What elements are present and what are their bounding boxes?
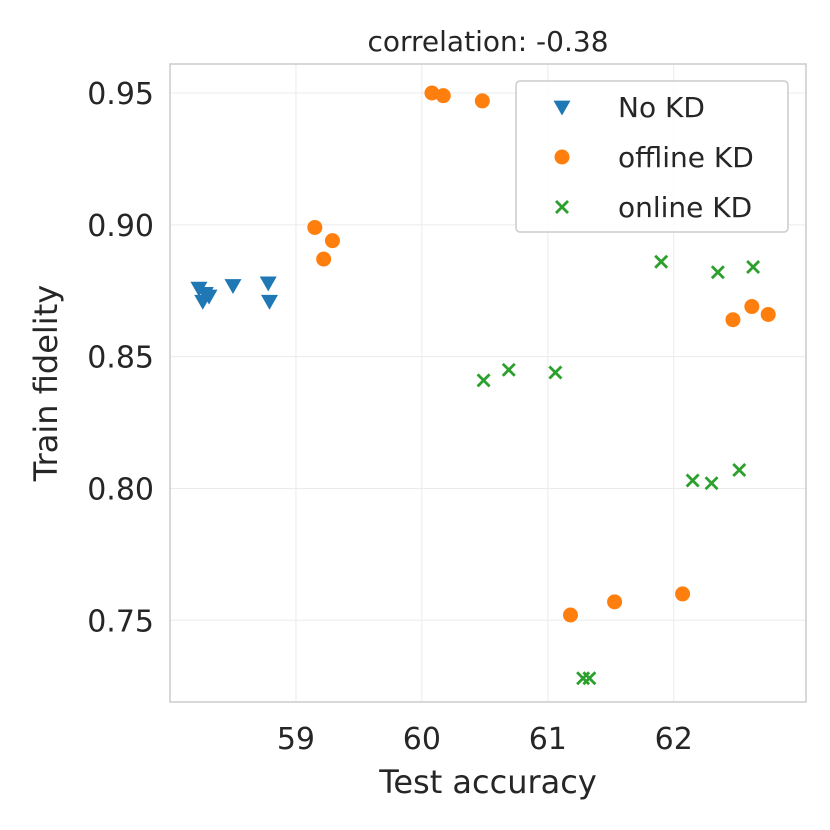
x-tick-label: 62 [655, 722, 693, 757]
offline-kd-point [607, 594, 623, 610]
online-kd-point [582, 671, 597, 686]
online-kd-point [654, 254, 669, 269]
no-kd-point [200, 289, 218, 305]
y-tick-label: 0.95 [87, 77, 154, 112]
x-tick-label: 59 [277, 722, 315, 757]
offline-kd-point [307, 219, 323, 235]
online-kd-point [710, 265, 725, 280]
online-kd-point [576, 671, 591, 686]
y-tick-label: 0.80 [87, 472, 154, 507]
legend-label-no-kd: No KD [618, 91, 705, 124]
y-tick-label: 0.75 [87, 604, 154, 639]
offline-kd-point [324, 233, 340, 249]
plot-frame [169, 63, 807, 703]
no-kd-point [260, 294, 278, 310]
legend-label-online-kd: online KD [618, 191, 752, 224]
legend: No KD offline KD online KD [515, 80, 789, 233]
offline-kd-point [725, 312, 741, 328]
legend-marker-online-kd [555, 200, 569, 214]
marks-layer [190, 85, 776, 686]
offline-kd-point [562, 607, 578, 623]
legend-marker-no-kd [553, 100, 571, 116]
online-kd-point [501, 362, 516, 377]
chart-title: correlation: -0.38 [367, 25, 608, 58]
legend-marker-offline-kd [554, 149, 570, 165]
online-kd-point [746, 260, 761, 274]
online-kd-point [704, 476, 719, 491]
y-axis-label: Train fidelity [27, 285, 65, 482]
ticks-layer: 59 60 61 62 0.75 0.80 0.85 0.90 0.95 [87, 77, 693, 757]
offline-kd-point [474, 93, 490, 109]
offline-kd-point [435, 88, 451, 104]
y-tick-label: 0.90 [87, 209, 154, 244]
online-kd-point [685, 473, 700, 488]
no-kd-point [224, 279, 242, 294]
x-axis-label: Test accuracy [378, 763, 597, 801]
offline-kd-point [424, 85, 440, 101]
x-tick-label: 61 [529, 722, 567, 757]
legend-label-offline-kd: offline KD [618, 141, 754, 174]
no-kd-point [259, 276, 277, 292]
y-tick-label: 0.85 [87, 341, 154, 376]
online-kd-point [548, 365, 563, 380]
online-kd-point [476, 373, 491, 388]
offline-kd-point [760, 306, 776, 322]
legend-box [515, 80, 789, 233]
offline-kd-point [744, 299, 760, 315]
offline-kd-point [316, 251, 332, 267]
online-kd-point [732, 463, 747, 477]
offline-kd-point [675, 586, 691, 602]
x-tick-label: 60 [403, 722, 441, 757]
